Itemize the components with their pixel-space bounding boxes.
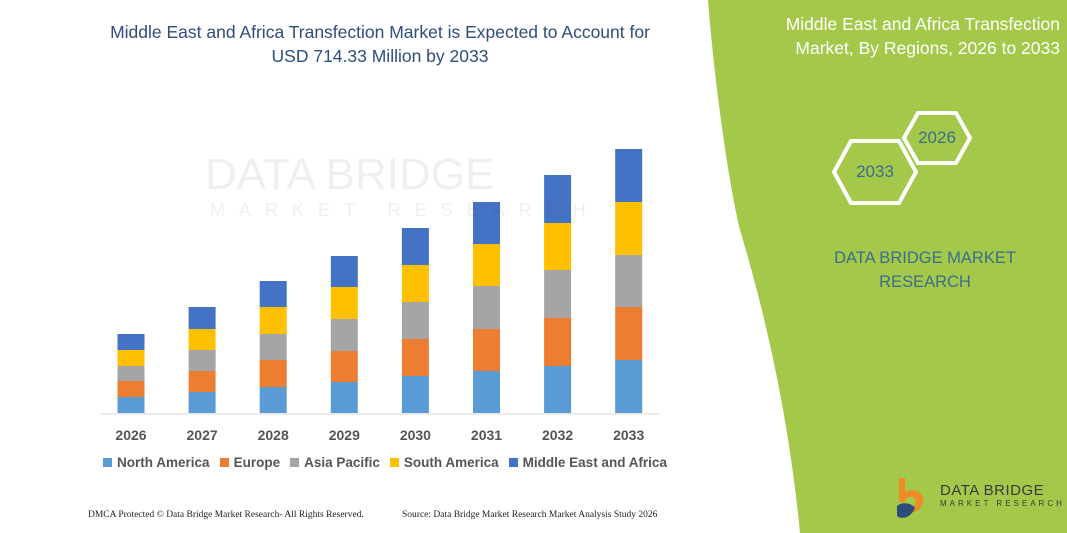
- bar-segment-2031-south-america: [473, 244, 500, 286]
- bar-segment-2033-europe: [615, 307, 643, 360]
- bar-segment-2030-middle-east-and-africa: [401, 228, 429, 265]
- legend-swatch: [508, 458, 518, 467]
- green-side-panel: [708, 0, 1067, 533]
- bar-segment-2030-north-america: [401, 376, 429, 413]
- logo-line2: MARKET RESEARCH: [940, 499, 1065, 508]
- x-tick-label: 2029: [329, 427, 360, 443]
- hex-2026-outline: [901, 111, 973, 165]
- side-panel-brand: DATA BRIDGE MARKET RESEARCH: [834, 249, 1016, 291]
- bar-segment-2028-europe: [259, 360, 287, 387]
- bar-segment-2029-asia-pacific: [330, 319, 358, 351]
- bar-segment-2028-middle-east-and-africa: [259, 281, 287, 307]
- bar-segment-2033-middle-east-and-africa: [615, 149, 643, 202]
- bar-segment-2027-south-america: [188, 329, 216, 350]
- bar-segment-2030-europe: [401, 339, 429, 376]
- watermark: DATA BRIDGE MARKET RESEARCH: [150, 150, 600, 221]
- bar-segment-2028-asia-pacific: [259, 334, 287, 360]
- bar-segment-2032-europe: [544, 318, 572, 366]
- bar-segment-2031-europe: [473, 329, 500, 371]
- x-tick-label: 2030: [400, 427, 431, 443]
- x-tick-label: 2028: [258, 427, 289, 443]
- legend-item: North America: [103, 455, 210, 470]
- bar-segment-2029-europe: [330, 351, 358, 382]
- logo-line1: DATA BRIDGE: [940, 482, 1045, 499]
- logo: DATA BRIDGE MARKET RESEARCH: [940, 482, 1065, 508]
- hex-2033-outline: [831, 139, 919, 205]
- bar-segment-2032-south-america: [544, 223, 572, 270]
- x-tick-label: 2031: [471, 427, 502, 443]
- hex-start-year: 2026: [918, 128, 956, 147]
- bar-segment-2026-south-america: [117, 350, 145, 366]
- bar-segment-2027-middle-east-and-africa: [188, 307, 216, 329]
- bar-segment-2031-asia-pacific: [473, 286, 500, 329]
- bar-segment-2029-middle-east-and-africa: [330, 256, 358, 287]
- bar-segment-2026-europe: [117, 381, 145, 397]
- bar-segment-2029-north-america: [330, 382, 358, 413]
- bar-segment-2027-europe: [188, 371, 216, 392]
- legend-swatch: [389, 458, 399, 467]
- x-tick-label: 2032: [542, 427, 573, 443]
- bar-segment-2030-asia-pacific: [401, 302, 429, 339]
- footer-copyright: DMCA Protected © Data Bridge Market Rese…: [88, 510, 364, 520]
- bar-segment-2028-north-america: [259, 387, 287, 413]
- bar-segment-2029-south-america: [330, 287, 358, 319]
- x-tick-label: 2027: [187, 427, 218, 443]
- legend-label: Middle East and Africa: [522, 455, 667, 470]
- legend-item: Middle East and Africa: [508, 455, 667, 470]
- x-tick-label: 2026: [115, 427, 146, 443]
- bar-segment-2031-middle-east-and-africa: [473, 202, 500, 244]
- bar-segment-2027-asia-pacific: [188, 350, 216, 371]
- watermark-line2: MARKET RESEARCH: [210, 200, 600, 220]
- legend-label: Europe: [233, 455, 281, 470]
- legend-label: North America: [117, 455, 210, 470]
- x-tick-label: 2033: [613, 427, 644, 443]
- legend-swatch: [219, 458, 229, 467]
- legend-label: Asia Pacific: [304, 455, 380, 470]
- bar-segment-2026-north-america: [117, 397, 145, 413]
- bar-segment-2028-south-america: [259, 307, 287, 334]
- bar-segment-2033-south-america: [615, 202, 643, 255]
- legend: North America Europe Asia Pacific South Ame…: [100, 455, 670, 470]
- bar-segment-2032-north-america: [544, 366, 572, 413]
- bar-segment-2026-middle-east-and-africa: [117, 334, 145, 350]
- bar-segment-2032-asia-pacific: [544, 270, 572, 318]
- legend-label: South America: [403, 455, 499, 470]
- logo-mark-icon: [897, 478, 923, 518]
- legend-item: South America: [389, 455, 499, 470]
- legend-swatch: [290, 458, 300, 467]
- hex-end-year: 2033: [856, 162, 894, 181]
- bar-segment-2033-asia-pacific: [615, 255, 643, 307]
- footer-source: Source: Data Bridge Market Research Mark…: [402, 510, 658, 520]
- legend-item: Asia Pacific: [290, 455, 380, 470]
- side-panel-title: Middle East and Africa Transfection Mark…: [785, 14, 1060, 58]
- chart-title: Middle East and Africa Transfection Mark…: [110, 22, 650, 66]
- legend-swatch: [103, 458, 113, 467]
- bar-segment-2027-north-america: [188, 392, 216, 413]
- bar-segment-2026-asia-pacific: [117, 366, 145, 381]
- legend-item: Europe: [219, 455, 281, 470]
- bar-segment-2030-south-america: [401, 265, 429, 302]
- bar-segment-2031-north-america: [473, 371, 500, 413]
- bar-segment-2032-middle-east-and-africa: [544, 175, 572, 223]
- watermark-line1: DATA BRIDGE: [205, 150, 495, 199]
- bar-segment-2033-north-america: [615, 360, 643, 413]
